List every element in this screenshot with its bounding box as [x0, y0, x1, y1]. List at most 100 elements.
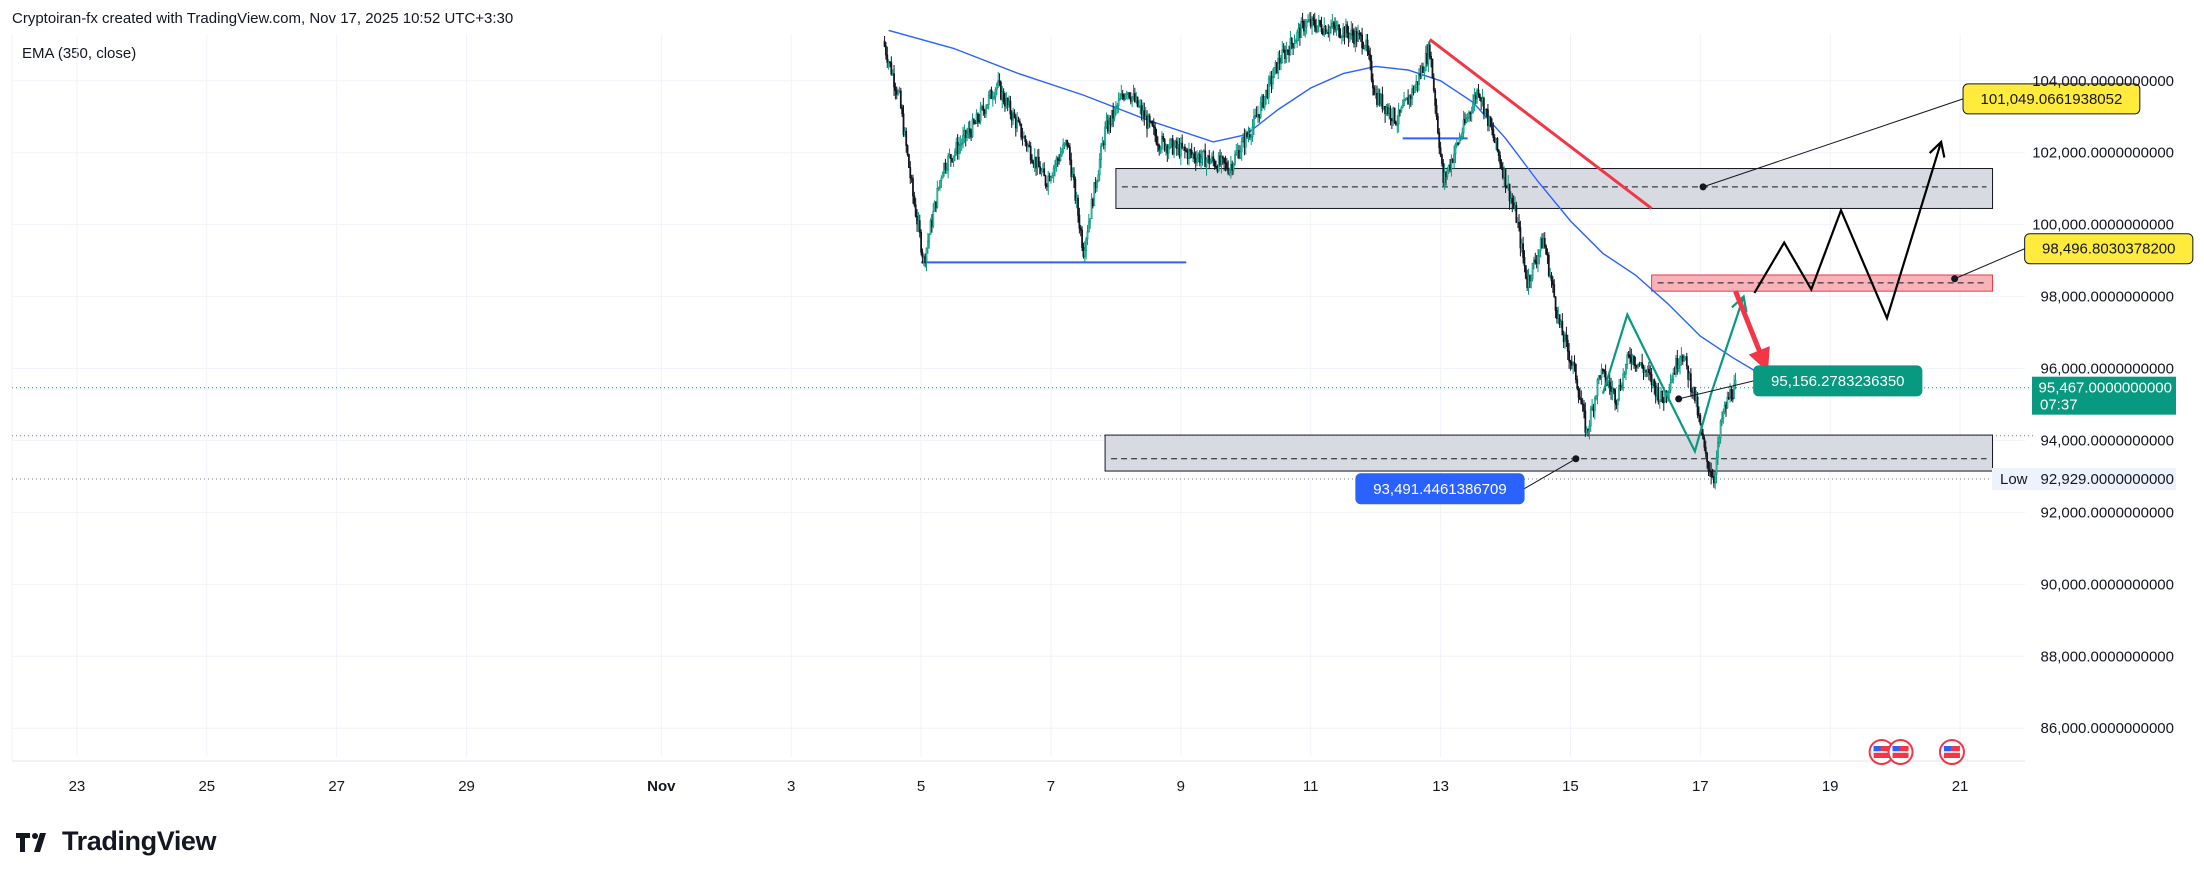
candle-body	[1639, 362, 1642, 366]
candle-body	[1722, 411, 1725, 419]
candle-body	[1327, 31, 1330, 34]
candle-body	[1274, 62, 1277, 68]
candle-body	[1397, 109, 1400, 125]
candle-body	[1324, 26, 1327, 34]
candle-body	[1603, 369, 1606, 372]
candle-body	[1499, 155, 1502, 164]
candle-body	[1481, 97, 1484, 102]
candle-body	[1543, 238, 1546, 247]
ema-indicator-legend[interactable]: EMA (350, close)	[22, 45, 137, 62]
candle-body	[1519, 227, 1522, 249]
candle-body	[1242, 136, 1244, 143]
callout-anchor-dot	[1675, 395, 1683, 403]
candle-body	[1359, 33, 1362, 36]
candle-body	[978, 120, 981, 123]
candle-body	[1561, 321, 1564, 336]
candle-body	[1106, 120, 1109, 132]
candle-body	[1282, 49, 1285, 52]
candle-body	[1514, 205, 1516, 209]
candle-body	[985, 107, 987, 114]
candle-body	[1662, 401, 1665, 404]
candle-body	[1054, 164, 1056, 169]
candle-body	[979, 107, 982, 122]
time-tick-label: 15	[1562, 778, 1579, 795]
candle-body	[964, 129, 967, 138]
candle-body	[1731, 397, 1734, 400]
callout-leader	[1954, 248, 2025, 280]
candle-body	[1008, 100, 1010, 105]
candle-body	[1707, 461, 1710, 471]
candle-body	[921, 251, 924, 258]
candle-body	[959, 143, 962, 146]
candle-body	[909, 167, 912, 179]
candle-body	[1092, 198, 1094, 207]
candle-body	[1409, 95, 1412, 99]
candle-body	[1453, 153, 1456, 163]
price-tick-label: 98,000.0000000000	[2041, 289, 2174, 306]
candle-body	[1432, 77, 1435, 91]
candle-body	[966, 133, 968, 138]
candle-body	[1227, 168, 1230, 174]
candle-body	[1497, 149, 1500, 156]
candle-body	[1392, 107, 1395, 122]
candle-body	[903, 130, 906, 136]
candle-body	[1198, 154, 1201, 163]
tradingview-logo[interactable]: TradingView	[14, 826, 217, 857]
candle-body	[1442, 162, 1445, 183]
candle-body	[1374, 92, 1377, 96]
candle-body	[1263, 96, 1266, 108]
candle-body	[1685, 356, 1688, 367]
candle-body	[1140, 105, 1143, 116]
candle-body	[1522, 243, 1525, 258]
candle-body	[1503, 169, 1506, 178]
candle-body	[1723, 404, 1726, 413]
candle-body	[993, 96, 996, 99]
candle-body	[983, 110, 986, 114]
candle-body	[918, 220, 921, 233]
candle-body	[1489, 116, 1492, 127]
candle-body	[1588, 425, 1591, 431]
candle-body	[1492, 129, 1495, 138]
candle-body	[887, 61, 890, 64]
candle-body	[1206, 155, 1209, 161]
us-flag-icon	[1938, 739, 1965, 765]
candle-body	[1382, 106, 1385, 110]
time-tick-label: 21	[1952, 778, 1969, 795]
price-tick-label: 100,000.0000000000	[2032, 217, 2174, 234]
candle-body	[1186, 150, 1189, 159]
candle-body	[1229, 164, 1232, 170]
candle-body	[944, 162, 947, 171]
candle-body	[1121, 93, 1124, 97]
callout-box	[2024, 233, 2194, 265]
candle-body	[1285, 49, 1288, 60]
candle-body	[1108, 117, 1111, 132]
candle-body	[1050, 176, 1052, 182]
candle-body	[1109, 117, 1112, 125]
candle-body	[945, 169, 948, 172]
candle-body	[1607, 381, 1610, 385]
candle-body	[1339, 36, 1342, 38]
candle-body	[1696, 396, 1699, 416]
candle-body	[1461, 132, 1464, 138]
candle-body	[1143, 110, 1146, 120]
candle-body	[1037, 156, 1040, 168]
candle-body	[1549, 274, 1552, 277]
candle-body	[1459, 136, 1462, 139]
candle-body	[916, 215, 918, 225]
candle-body	[1412, 88, 1415, 94]
candle-body	[1321, 31, 1324, 35]
candle-body	[1505, 185, 1508, 189]
candle-body	[998, 80, 1001, 83]
candle-body	[1040, 170, 1043, 175]
candle-body	[1565, 334, 1568, 341]
candle-body	[1312, 17, 1315, 21]
candle-body	[1633, 355, 1635, 366]
candle-body	[1436, 115, 1439, 134]
candle-body	[1024, 136, 1027, 143]
candle-body	[1523, 256, 1526, 266]
candle-body	[1138, 105, 1140, 108]
candle-body	[1064, 139, 1067, 144]
candle-body	[912, 178, 914, 197]
candle-body	[1175, 140, 1178, 149]
